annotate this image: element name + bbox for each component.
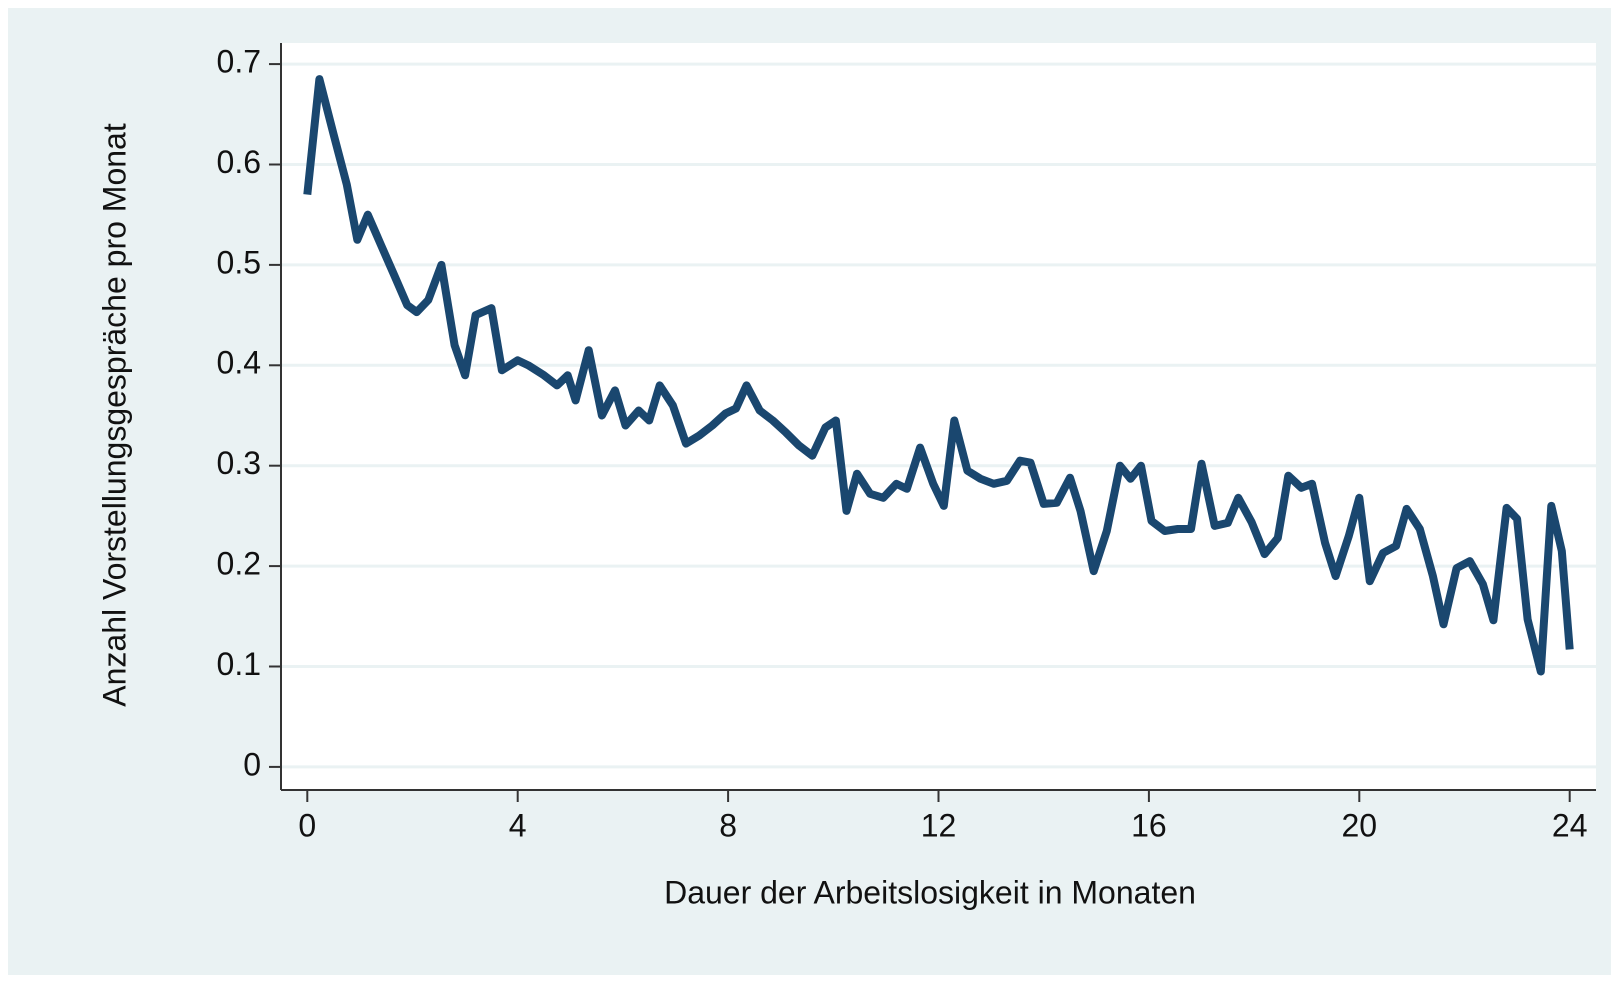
x-tick-label: 24 <box>1552 807 1588 843</box>
y-tick-label: 0.3 <box>217 445 261 481</box>
x-tick-label: 20 <box>1342 807 1378 843</box>
x-tick-label: 8 <box>719 807 737 843</box>
y-tick-label: 0.5 <box>217 244 261 280</box>
x-axis-label: Dauer der Arbeitslosigkeit in Monaten <box>664 874 1196 910</box>
y-tick-label: 0.1 <box>217 646 261 682</box>
y-tick-label: 0.7 <box>217 44 261 80</box>
data-line <box>303 75 1574 676</box>
y-tick-label: 0 <box>243 746 261 782</box>
y-tick-label: 0.4 <box>217 345 261 381</box>
x-tick-label: 16 <box>1131 807 1167 843</box>
y-tick-label: 0.2 <box>217 546 261 582</box>
x-tick-label: 0 <box>298 807 316 843</box>
y-tick-label: 0.6 <box>217 144 261 180</box>
x-tick-label: 4 <box>509 807 527 843</box>
plot-area <box>281 43 1596 790</box>
y-axis-label: Anzahl Vorstellungsgespräche pro Monat <box>96 123 132 707</box>
x-tick-label: 12 <box>921 807 957 843</box>
